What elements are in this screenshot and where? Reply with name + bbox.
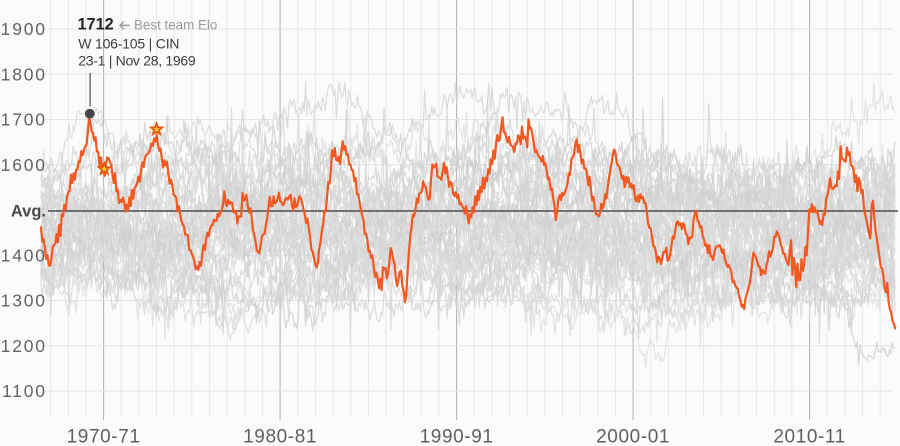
svg-text:Best team Elo: Best team Elo [134, 17, 217, 32]
svg-text:23-1 | Nov 28, 1969: 23-1 | Nov 28, 1969 [78, 53, 196, 69]
svg-text:2010-11: 2010-11 [773, 426, 846, 446]
svg-text:1600: 1600 [1, 155, 47, 175]
svg-text:2000-01: 2000-01 [596, 426, 670, 446]
svg-text:1800: 1800 [1, 64, 47, 84]
svg-text:1980-81: 1980-81 [243, 426, 317, 446]
svg-text:W 106-105 | CIN: W 106-105 | CIN [78, 36, 179, 52]
svg-text:1400: 1400 [1, 245, 47, 265]
svg-text:1700: 1700 [1, 110, 47, 130]
svg-text:Avg.: Avg. [11, 202, 46, 220]
svg-text:1712: 1712 [78, 16, 114, 34]
svg-text:1300: 1300 [1, 291, 47, 311]
svg-text:1200: 1200 [1, 336, 47, 356]
svg-text:1100: 1100 [2, 381, 47, 401]
svg-text:1970-71: 1970-71 [67, 426, 141, 446]
svg-text:1990-91: 1990-91 [420, 426, 494, 446]
svg-text:1900: 1900 [1, 19, 47, 39]
